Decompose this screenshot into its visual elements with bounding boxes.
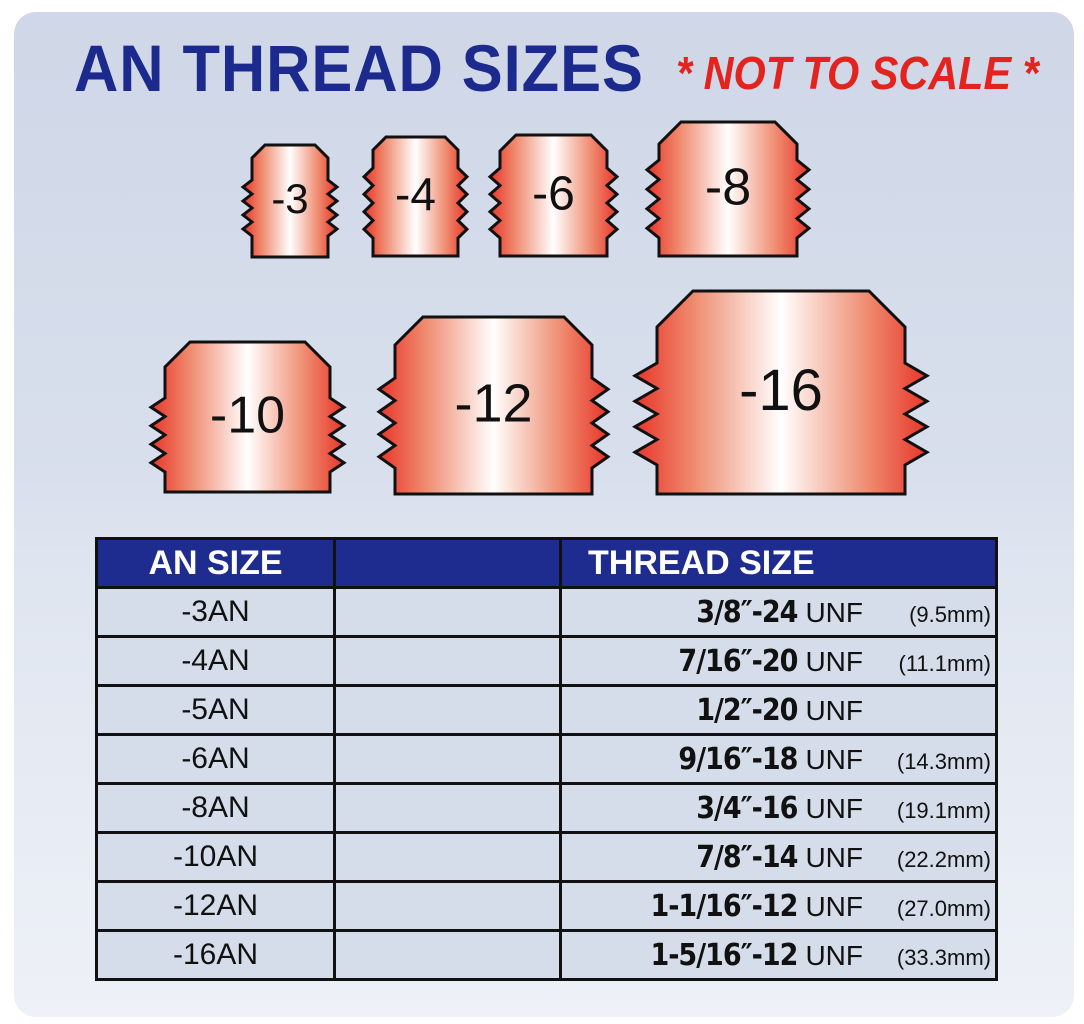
table-row: -8AN 3/4″-16 UNF (19.1mm) [95,782,998,834]
scale-note: * NOT TO SCALE * [676,47,1039,99]
thread-size-cell: 7/8″-14 UNF (22.2mm) [559,831,998,883]
thread-diameter-mm: (14.3mm) [896,748,991,774]
an-size-cell: -4AN [95,635,336,687]
fitting-label: -4 [395,168,436,220]
an-size-cell: -12AN [95,880,336,932]
thread-type: UNF [805,694,863,726]
fitting-shape [376,315,611,496]
fitting-size-6: -6 [487,133,620,258]
fitting-shape [148,340,347,494]
header-an-size: AN SIZE [95,537,336,589]
thread-type: UNF [805,890,863,922]
table-row: -4AN 7/16″-20 UNF (11.1mm) [95,635,998,687]
fitting-size-4: -4 [361,135,470,258]
fitting-shape [487,133,620,258]
thread-size-cell: 9/16″-18 UNF (14.3mm) [559,733,998,785]
thread-diameter-mm: (33.3mm) [896,944,991,970]
thread-size-cell: 7/16″-20 UNF (11.1mm) [559,635,998,687]
blank-cell [333,782,562,834]
blank-cell [333,684,562,736]
blank-cell [333,929,562,981]
fitting-size-12: -12 [376,315,611,496]
thread-diameter-mm: (9.5mm) [909,601,991,627]
fitting-label: -16 [739,358,823,423]
thread-size: 9/16″-18 [678,741,798,777]
header-thread-size: THREAD SIZE [559,537,998,589]
fitting-label: -12 [454,374,532,434]
fitting-label: -10 [210,386,285,444]
thread-type: UNF [805,939,863,971]
fitting-size-10: -10 [148,340,347,494]
thread-size-table: AN SIZE THREAD SIZE -3AN 3/8″-24 UNF (9.5m… [95,537,998,981]
table-row: -12AN 1-1/16″-12 UNF (27.0mm) [95,880,998,932]
fitting-shape [361,135,470,258]
thread-size: 7/8″-14 [696,839,798,875]
thread-type: UNF [805,645,863,677]
thread-size: 1/2″-20 [696,692,798,728]
fitting-shape [644,120,812,258]
fitting-size-8: -8 [644,120,812,258]
fitting-size-3: -3 [240,143,340,259]
blank-cell [333,635,562,687]
thread-type: UNF [805,743,863,775]
an-size-cell: -10AN [95,831,336,883]
table-row: -16AN 1-5/16″-12 UNF (33.3mm) [95,929,998,981]
thread-diameter-mm: (19.1mm) [896,797,991,823]
table-row: -6AN 9/16″-18 UNF (14.3mm) [95,733,998,785]
thread-size-cell: 1/2″-20 UNF [559,684,998,736]
thread-diameter-mm: (27.0mm) [896,895,991,921]
thread-size-cell: 1-5/16″-12 UNF (33.3mm) [559,929,998,981]
header-blank [333,537,562,589]
fittings-illustration: -3 -4 -6 -8 -10 -12 -16 [148,120,930,496]
thread-size-cell: 3/4″-16 UNF (19.1mm) [559,782,998,834]
thread-size-cell: 3/8″-24 UNF (9.5mm) [559,586,998,638]
table-header-row: AN SIZE THREAD SIZE [95,537,998,589]
thread-type: UNF [805,841,863,873]
thread-size-cell: 1-1/16″-12 UNF (27.0mm) [559,880,998,932]
an-size-cell: -8AN [95,782,336,834]
an-size-cell: -5AN [95,684,336,736]
blank-cell [333,880,562,932]
fitting-label: -3 [271,175,308,222]
thread-size: 3/8″-24 [696,594,798,630]
an-size-cell: -6AN [95,733,336,785]
fitting-size-16: -16 [632,289,930,496]
blank-cell [333,733,562,785]
thread-size: 1-5/16″-12 [650,937,798,973]
page-title: AN THREAD SIZES [74,31,644,105]
thread-type: UNF [805,596,863,628]
an-size-cell: -16AN [95,929,336,981]
thread-type: UNF [805,792,863,824]
thread-size: 3/4″-16 [696,790,798,826]
thread-diameter-mm: (11.1mm) [898,650,992,676]
thread-diameter-mm: (22.2mm) [896,846,991,872]
fitting-label: -6 [532,168,575,221]
thread-size: 1-1/16″-12 [650,888,798,924]
fitting-shape [240,143,340,259]
blank-cell [333,586,562,638]
blank-cell [333,831,562,883]
table-row: -3AN 3/8″-24 UNF (9.5mm) [95,586,998,638]
fitting-label: -8 [705,158,751,216]
table-row: -5AN 1/2″-20 UNF [95,684,998,736]
thread-size: 7/16″-20 [678,643,798,679]
an-size-cell: -3AN [95,586,336,638]
fitting-shape [632,289,930,496]
table-row: -10AN 7/8″-14 UNF (22.2mm) [95,831,998,883]
